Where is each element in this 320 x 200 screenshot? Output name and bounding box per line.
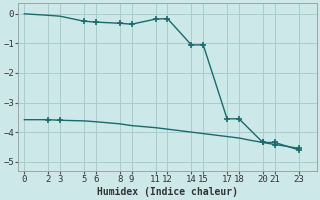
X-axis label: Humidex (Indice chaleur): Humidex (Indice chaleur) [97, 186, 238, 197]
